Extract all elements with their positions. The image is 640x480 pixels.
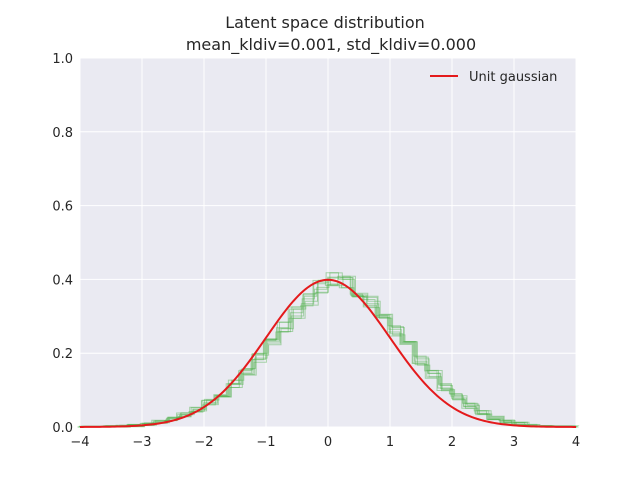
legend-label-unit-gaussian: Unit gaussian bbox=[469, 70, 557, 85]
x-tick-label: −4 bbox=[70, 435, 89, 450]
histogram-step bbox=[78, 276, 577, 428]
x-tick-label: 1 bbox=[386, 435, 394, 450]
curve-layer bbox=[79, 278, 577, 428]
histogram-step bbox=[77, 275, 576, 428]
histogram-step bbox=[79, 275, 579, 428]
x-tick-label: 3 bbox=[510, 435, 518, 450]
x-tick-label: 0 bbox=[324, 435, 332, 450]
chart-title: Latent space distribution bbox=[225, 13, 425, 32]
y-tick-label: 0.8 bbox=[52, 126, 73, 141]
x-tick-label: −2 bbox=[194, 435, 213, 450]
histogram-layer bbox=[77, 272, 580, 428]
y-tick-label: 0.2 bbox=[52, 347, 73, 362]
x-axis: −4 −3 −2 −1 0 1 2 3 4 bbox=[70, 435, 580, 450]
histogram-step bbox=[80, 283, 578, 428]
chart-subtitle: mean_kldiv=0.001, std_kldiv=0.000 bbox=[186, 35, 476, 55]
x-tick-label: −1 bbox=[256, 435, 275, 450]
grid bbox=[79, 57, 577, 428]
histogram-step bbox=[79, 272, 580, 428]
x-tick-label: 2 bbox=[448, 435, 456, 450]
y-tick-label: 0.0 bbox=[52, 421, 73, 436]
x-tick-label: 4 bbox=[572, 435, 580, 450]
x-tick-label: −3 bbox=[132, 435, 151, 450]
histogram-step bbox=[78, 284, 577, 428]
y-axis: 0.0 0.2 0.4 0.6 0.8 1.0 bbox=[52, 52, 73, 436]
histogram-step bbox=[80, 277, 577, 428]
legend: Unit gaussian bbox=[430, 70, 557, 85]
y-tick-label: 0.4 bbox=[52, 273, 73, 288]
y-tick-label: 1.0 bbox=[52, 52, 73, 67]
y-tick-label: 0.6 bbox=[52, 200, 73, 215]
unit-gaussian-line bbox=[79, 278, 577, 428]
